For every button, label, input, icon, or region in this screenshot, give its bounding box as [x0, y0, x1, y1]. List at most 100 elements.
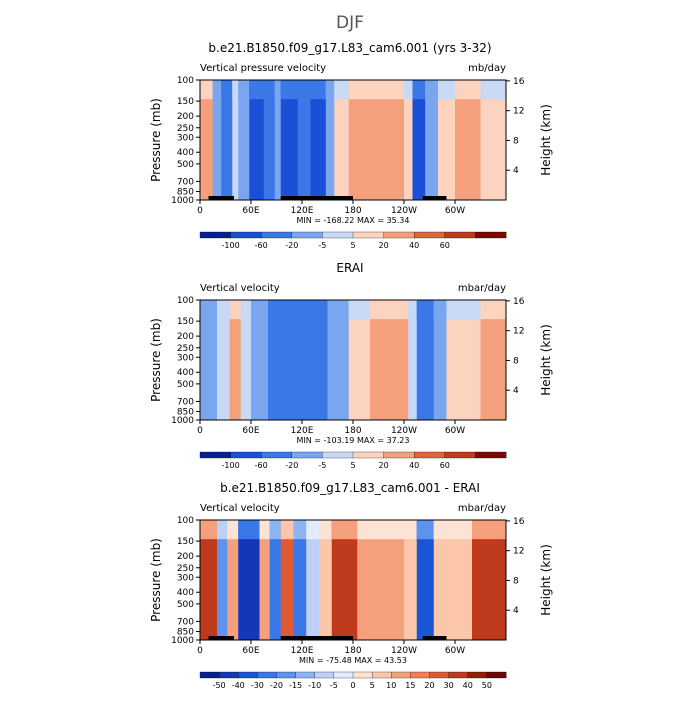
contour-region: [227, 520, 239, 640]
colorbar-label: -50: [213, 681, 226, 690]
contour-region-upper: [348, 300, 371, 320]
contour-region-upper: [425, 80, 439, 100]
contour-region-upper: [249, 80, 265, 100]
contour-region-upper: [238, 80, 250, 100]
contour-region: [455, 80, 482, 200]
contour-region-upper: [438, 80, 456, 100]
contour-region: [249, 80, 265, 200]
colorbar-label: 20: [424, 681, 434, 690]
contour-region: [259, 520, 271, 640]
colorbar-swatch: [467, 671, 488, 679]
contour-region-upper: [259, 520, 271, 540]
y-tick-label: 250: [177, 564, 194, 574]
terrain-mask: [280, 196, 353, 200]
colorbar-swatch: [199, 671, 220, 679]
y-axis-title: Pressure (mb): [149, 538, 163, 622]
colorbar-swatch: [276, 671, 297, 679]
colorbar-swatch: [238, 671, 258, 679]
contour-region: [480, 80, 506, 200]
y-tick-label: 300: [177, 353, 194, 363]
y-tick-label: 850: [177, 408, 194, 418]
contour-region: [221, 80, 233, 200]
colorbar-swatch: [475, 451, 507, 459]
contour-region: [274, 80, 282, 200]
panel-variable-label: Vertical velocity: [200, 503, 280, 514]
colorbar-swatch: [414, 231, 446, 239]
stats-text: MIN = -168.22 MAX = 35.34: [296, 216, 409, 225]
contour-region-upper: [229, 300, 242, 320]
x-tick-label: 180: [344, 206, 361, 216]
panel-title: ERAI: [336, 261, 363, 275]
contour-region: [357, 520, 405, 640]
x-tick-label: 0: [197, 206, 203, 216]
colorbar-swatch: [352, 671, 373, 679]
y-tick-label: 500: [177, 380, 194, 390]
contour-region-upper: [404, 80, 414, 100]
colorbar-swatch: [199, 231, 232, 239]
x-tick-label: 60W: [445, 426, 465, 436]
contour-region: [433, 520, 448, 640]
y-tick-label: 500: [177, 160, 194, 170]
colorbar-label: -15: [289, 681, 302, 690]
colorbar-swatch: [257, 671, 277, 679]
contour-region: [200, 520, 218, 640]
colorbar-swatch: [429, 671, 450, 679]
contour-region-upper: [446, 520, 473, 540]
y-axis-title: Pressure (mb): [149, 318, 163, 402]
contour-region-upper: [280, 80, 299, 100]
contour-region: [404, 80, 414, 200]
x-tick-label: 120E: [291, 646, 314, 656]
terrain-mask: [422, 196, 447, 200]
x-tick-label: 0: [197, 426, 203, 436]
contour-region: [310, 80, 327, 200]
colorbar-label: 0: [350, 681, 355, 690]
contour-region: [425, 80, 439, 200]
y-tick-label: 1000: [171, 636, 194, 646]
contour-region: [472, 520, 506, 640]
colorbar-label: 40: [409, 461, 419, 470]
colorbar-swatch: [322, 231, 354, 239]
contour-region-upper: [238, 520, 261, 540]
terrain-mask: [280, 636, 353, 640]
contour-region: [416, 520, 435, 640]
contour-region-upper: [200, 300, 218, 320]
y2-tick-label: 4: [513, 386, 519, 396]
colorbar-label: 30: [444, 681, 454, 690]
x-tick-label: 60E: [242, 426, 259, 436]
colorbar-label: -100: [222, 461, 240, 470]
y-tick-label: 100: [177, 76, 194, 86]
y-tick-label: 850: [177, 188, 194, 198]
colorbar-label: 20: [379, 461, 389, 470]
contour-region-upper: [404, 520, 418, 540]
x-tick-label: 60W: [445, 206, 465, 216]
colorbar-label: -5: [318, 241, 326, 250]
terrain-mask: [208, 636, 234, 640]
contour-region: [370, 300, 409, 420]
y-tick-label: 400: [177, 588, 194, 598]
contour-region-upper: [232, 80, 239, 100]
y-tick-label: 100: [177, 516, 194, 526]
colorbar-swatch: [199, 451, 232, 459]
panel-units-label: mbar/day: [458, 503, 506, 514]
colorbar-label: -60: [255, 241, 268, 250]
y-tick-label: 1000: [171, 416, 194, 426]
contour-region-upper: [274, 80, 282, 100]
y-tick-label: 250: [177, 124, 194, 134]
colorbar-label: 5: [350, 241, 355, 250]
stats-text: MIN = -75.48 MAX = 43.53: [299, 656, 407, 665]
panel-variable-label: Vertical velocity: [200, 283, 280, 294]
colorbar-label: -5: [330, 681, 338, 690]
contour-field: [200, 300, 506, 420]
stats-text: MIN = -103.19 MAX = 37.23: [296, 436, 409, 445]
panel-title: b.e21.B1850.f09_g17.L83_cam6.001 (yrs 3-…: [208, 41, 491, 55]
contour-region: [251, 300, 269, 420]
contour-region: [240, 300, 252, 420]
colorbar-label: 5: [350, 461, 355, 470]
contour-region-upper: [251, 300, 269, 320]
y-tick-label: 700: [177, 397, 194, 407]
contour-region-upper: [310, 80, 327, 100]
contour-region-upper: [408, 300, 418, 320]
contour-region: [348, 300, 371, 420]
contour-region-upper: [200, 80, 214, 100]
contour-region-upper: [480, 300, 506, 320]
